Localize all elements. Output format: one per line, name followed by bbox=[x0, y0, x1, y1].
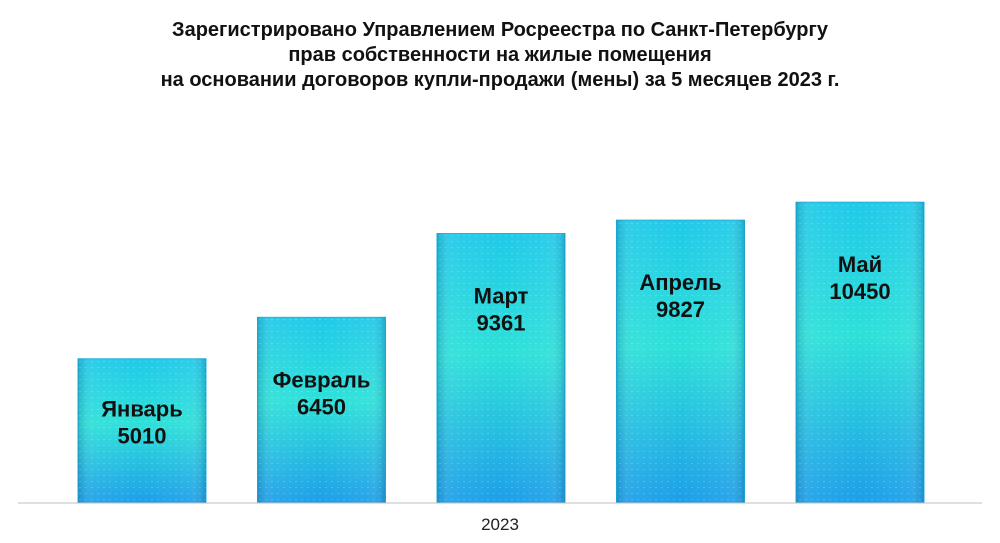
bar-value-label: 9827 bbox=[656, 297, 705, 322]
bar-category-label: Апрель bbox=[639, 270, 721, 295]
bar-category-label: Март bbox=[474, 284, 529, 309]
bar-category-label: Май bbox=[838, 252, 882, 277]
x-axis-label: 2023 bbox=[481, 515, 519, 534]
chart-title-line: прав собственности на жилые помещения bbox=[288, 44, 712, 66]
bar-texture bbox=[616, 220, 745, 503]
bar-texture bbox=[257, 317, 386, 503]
bar-category-label: Февраль bbox=[273, 367, 371, 392]
chart-title-line: Зарегистрировано Управлением Росреестра … bbox=[172, 19, 828, 41]
bar-texture bbox=[796, 202, 924, 504]
bar-category-label: Январь bbox=[101, 396, 183, 421]
bar-value-label: 10450 bbox=[829, 279, 890, 304]
chart-title: Зарегистрировано Управлением Росреестра … bbox=[0, 18, 1000, 93]
bar-value-label: 5010 bbox=[118, 423, 167, 448]
bar-texture bbox=[437, 233, 565, 503]
bar-value-label: 6450 bbox=[297, 394, 346, 419]
bar-texture bbox=[78, 358, 206, 503]
bar-value-label: 9361 bbox=[477, 311, 526, 336]
chart-title-line: на основании договоров купли-продажи (ме… bbox=[160, 69, 840, 91]
